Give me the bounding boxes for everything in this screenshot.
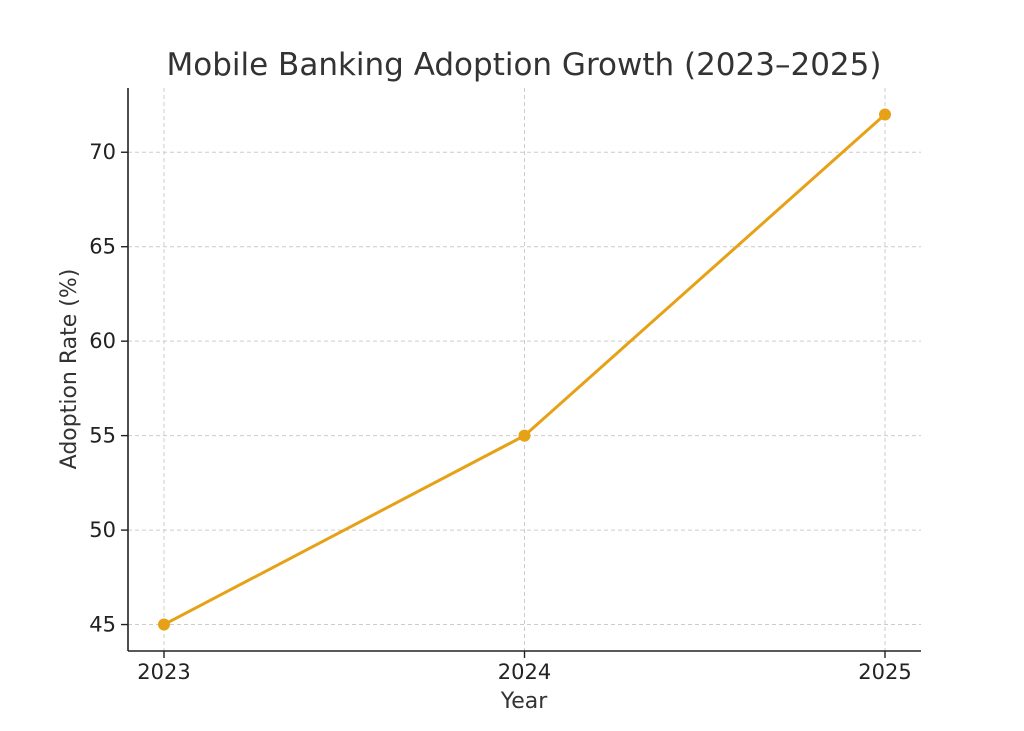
data-point (518, 429, 531, 442)
series-layer (158, 108, 891, 631)
y-tick-label: 60 (89, 329, 116, 353)
x-tick-label: 2023 (137, 660, 190, 684)
y-tick-label: 45 (89, 613, 116, 637)
y-tick-label: 50 (89, 518, 116, 542)
x-tick-label: 2025 (858, 660, 911, 684)
grid-lines (128, 88, 921, 651)
y-tick-label: 55 (89, 424, 116, 448)
chart-title: Mobile Banking Adoption Growth (2023–202… (167, 47, 882, 83)
y-tick-label: 70 (89, 140, 116, 164)
y-tick-label: 65 (89, 235, 116, 259)
y-ticks: 45 50 55 60 65 70 (89, 140, 128, 637)
x-tick-label: 2024 (498, 660, 551, 684)
x-axis-label: Year (500, 689, 549, 714)
data-point (158, 618, 170, 631)
x-ticks: 2023 2024 2025 (137, 651, 912, 684)
y-axis-label: Adoption Rate (%) (57, 269, 82, 470)
data-point (879, 108, 891, 121)
